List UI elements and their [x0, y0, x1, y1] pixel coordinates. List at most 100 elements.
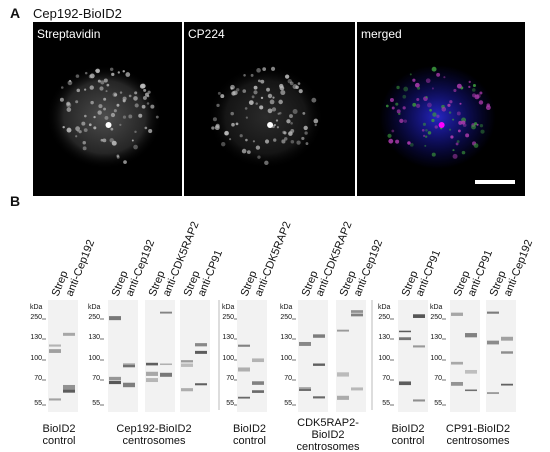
spot: [472, 93, 477, 98]
spot: [259, 105, 264, 110]
kda-label: 250: [378, 314, 390, 321]
spot: [255, 102, 258, 105]
image-label: Streptavidin: [37, 27, 100, 41]
spot: [66, 102, 72, 108]
spot: [287, 79, 292, 84]
spot: [81, 121, 86, 126]
kda-label: 100: [88, 355, 100, 362]
kda-label: 100: [378, 355, 390, 362]
image-label: merged: [361, 27, 402, 41]
spot: [434, 125, 438, 129]
spot: [97, 110, 102, 115]
spot: [431, 152, 436, 157]
spot: [239, 134, 243, 138]
band: [146, 371, 158, 376]
spot: [138, 113, 143, 118]
spot: [459, 102, 462, 105]
spot: [245, 116, 248, 119]
spot: [301, 136, 305, 141]
spot: [131, 139, 134, 142]
kda-label: 130: [222, 334, 234, 341]
spot: [113, 93, 118, 97]
kda-label: 70: [34, 375, 42, 382]
group-caption: control: [391, 435, 424, 447]
spot: [479, 123, 484, 128]
spot: [297, 82, 301, 85]
spot: [231, 91, 236, 96]
spot: [89, 73, 95, 79]
band: [123, 382, 135, 388]
spot: [244, 107, 248, 110]
scale-bar: [475, 180, 515, 184]
kda-label: 250: [30, 314, 42, 321]
spot: [236, 88, 240, 92]
blot: [298, 300, 328, 412]
spot: [69, 79, 72, 82]
spot: [441, 106, 447, 112]
spot: [82, 141, 86, 145]
blot: [180, 300, 210, 412]
spot: [468, 80, 471, 84]
spot: [123, 160, 127, 164]
spot: [82, 146, 87, 151]
kda-label: 130: [88, 334, 100, 341]
spot: [122, 115, 127, 119]
band: [238, 344, 250, 347]
band: [109, 376, 121, 381]
spot: [303, 125, 308, 131]
band: [238, 396, 250, 399]
spot: [134, 130, 137, 134]
group-caption: centrosomes: [447, 435, 510, 447]
spot: [403, 119, 408, 123]
spot: [146, 102, 150, 105]
spot: [450, 135, 454, 139]
spot: [395, 102, 399, 106]
spot: [457, 129, 461, 133]
band: [399, 337, 411, 341]
band: [63, 384, 75, 390]
spot: [106, 83, 110, 87]
spot: [448, 111, 452, 114]
lane-label: anti-Cep192: [502, 238, 536, 298]
spot: [453, 88, 457, 93]
band: [299, 389, 311, 391]
spot: [111, 72, 115, 77]
spot: [416, 97, 420, 102]
band: [413, 399, 425, 402]
spot: [66, 101, 71, 106]
spot: [391, 106, 395, 110]
band: [351, 313, 363, 317]
band: [501, 336, 513, 341]
spot: [391, 129, 395, 133]
spot: [416, 103, 421, 108]
spot: [103, 97, 107, 101]
spot: [109, 67, 114, 72]
spot: [117, 71, 120, 74]
spot: [88, 74, 93, 79]
spot: [251, 95, 255, 99]
spot: [97, 79, 101, 83]
spot: [424, 135, 428, 138]
spot: [242, 89, 247, 93]
spot: [427, 131, 432, 135]
spot: [133, 96, 138, 101]
spot: [431, 87, 434, 90]
band: [195, 383, 207, 386]
spot: [214, 125, 220, 131]
spot: [212, 117, 217, 122]
spot: [109, 138, 114, 143]
spot: [290, 122, 293, 125]
panel-label: A: [10, 5, 20, 21]
cell: [208, 65, 325, 169]
band: [160, 372, 172, 377]
spot: [480, 129, 485, 134]
group-caption: BioID2: [233, 423, 266, 435]
band: [413, 345, 425, 348]
spot: [105, 90, 108, 93]
band: [313, 363, 325, 366]
spot: [84, 88, 87, 91]
spot: [269, 99, 275, 105]
spot: [256, 68, 261, 73]
spot: [290, 129, 295, 133]
band: [351, 387, 363, 391]
